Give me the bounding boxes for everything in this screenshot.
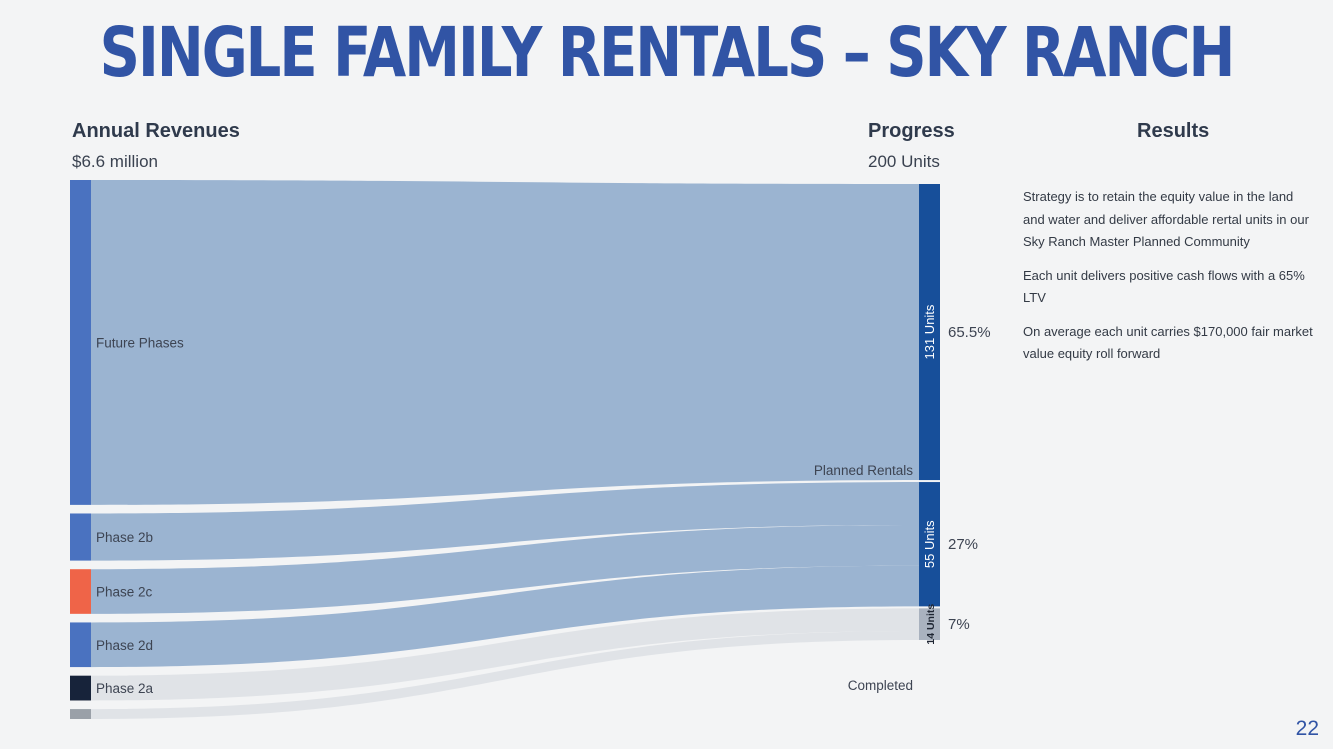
annual-revenues-value: $6.6 million: [72, 152, 158, 171]
source-node-phase-2c: [70, 569, 91, 614]
page-number: 22: [1295, 717, 1319, 740]
source-node-phase-2d: [70, 622, 91, 668]
sankey-link-other: [91, 630, 919, 719]
target-percent-14-units: 7%: [948, 616, 970, 633]
results-paragraph: Each unit delivers positive cash flows w…: [1023, 267, 1305, 306]
page-title: SINGLE FAMILY RENTALS – SKY RANCH: [99, 14, 1236, 94]
progress-value: 200 Units: [868, 152, 940, 171]
results-text: Strategy is to retain the equity value i…: [1023, 186, 1313, 377]
target-node-55-units: [919, 482, 940, 607]
flow-label-completed: Completed: [848, 678, 913, 693]
source-label-phase-2b: Phase 2b: [96, 530, 153, 545]
target-percent-55-units: 27%: [948, 536, 978, 553]
target-node-14-units: [919, 608, 940, 640]
target-label-55-units: 55 Units: [922, 520, 937, 568]
sankey-link-phase-2a: [91, 608, 919, 701]
sankey-link-phase-2c: [91, 525, 919, 614]
target-node-131-units: [919, 184, 940, 481]
results-paragraph: Strategy is to retain the equity value i…: [1023, 189, 1309, 249]
source-node-phase-2b: [70, 513, 91, 561]
sankey-link-future-phases: [91, 180, 919, 505]
target-percent-131-units: 65.5%: [948, 324, 991, 341]
target-label-131-units: 131 Units: [922, 304, 937, 359]
annual-revenues-heading: Annual Revenues: [72, 120, 240, 142]
flow-label-planned-rentals: Planned Rentals: [814, 463, 913, 478]
source-label-future-phases: Future Phases: [96, 335, 184, 350]
source-label-phase-2c: Phase 2c: [96, 585, 153, 600]
results-heading: Results: [1137, 120, 1210, 142]
target-label-14-units: 14 Units: [925, 604, 937, 645]
source-node-future-phases: [70, 180, 91, 505]
source-label-phase-2a: Phase 2a: [96, 681, 154, 696]
sankey-link-phase-2b: [91, 482, 919, 561]
sankey-link-phase-2d: [91, 565, 919, 668]
results-paragraph: On average each unit carries $170,000 fa…: [1023, 323, 1313, 362]
source-node-phase-2a: [70, 675, 91, 701]
progress-heading: Progress: [868, 120, 955, 142]
source-label-phase-2d: Phase 2d: [96, 638, 153, 653]
source-node-other: [70, 709, 91, 719]
